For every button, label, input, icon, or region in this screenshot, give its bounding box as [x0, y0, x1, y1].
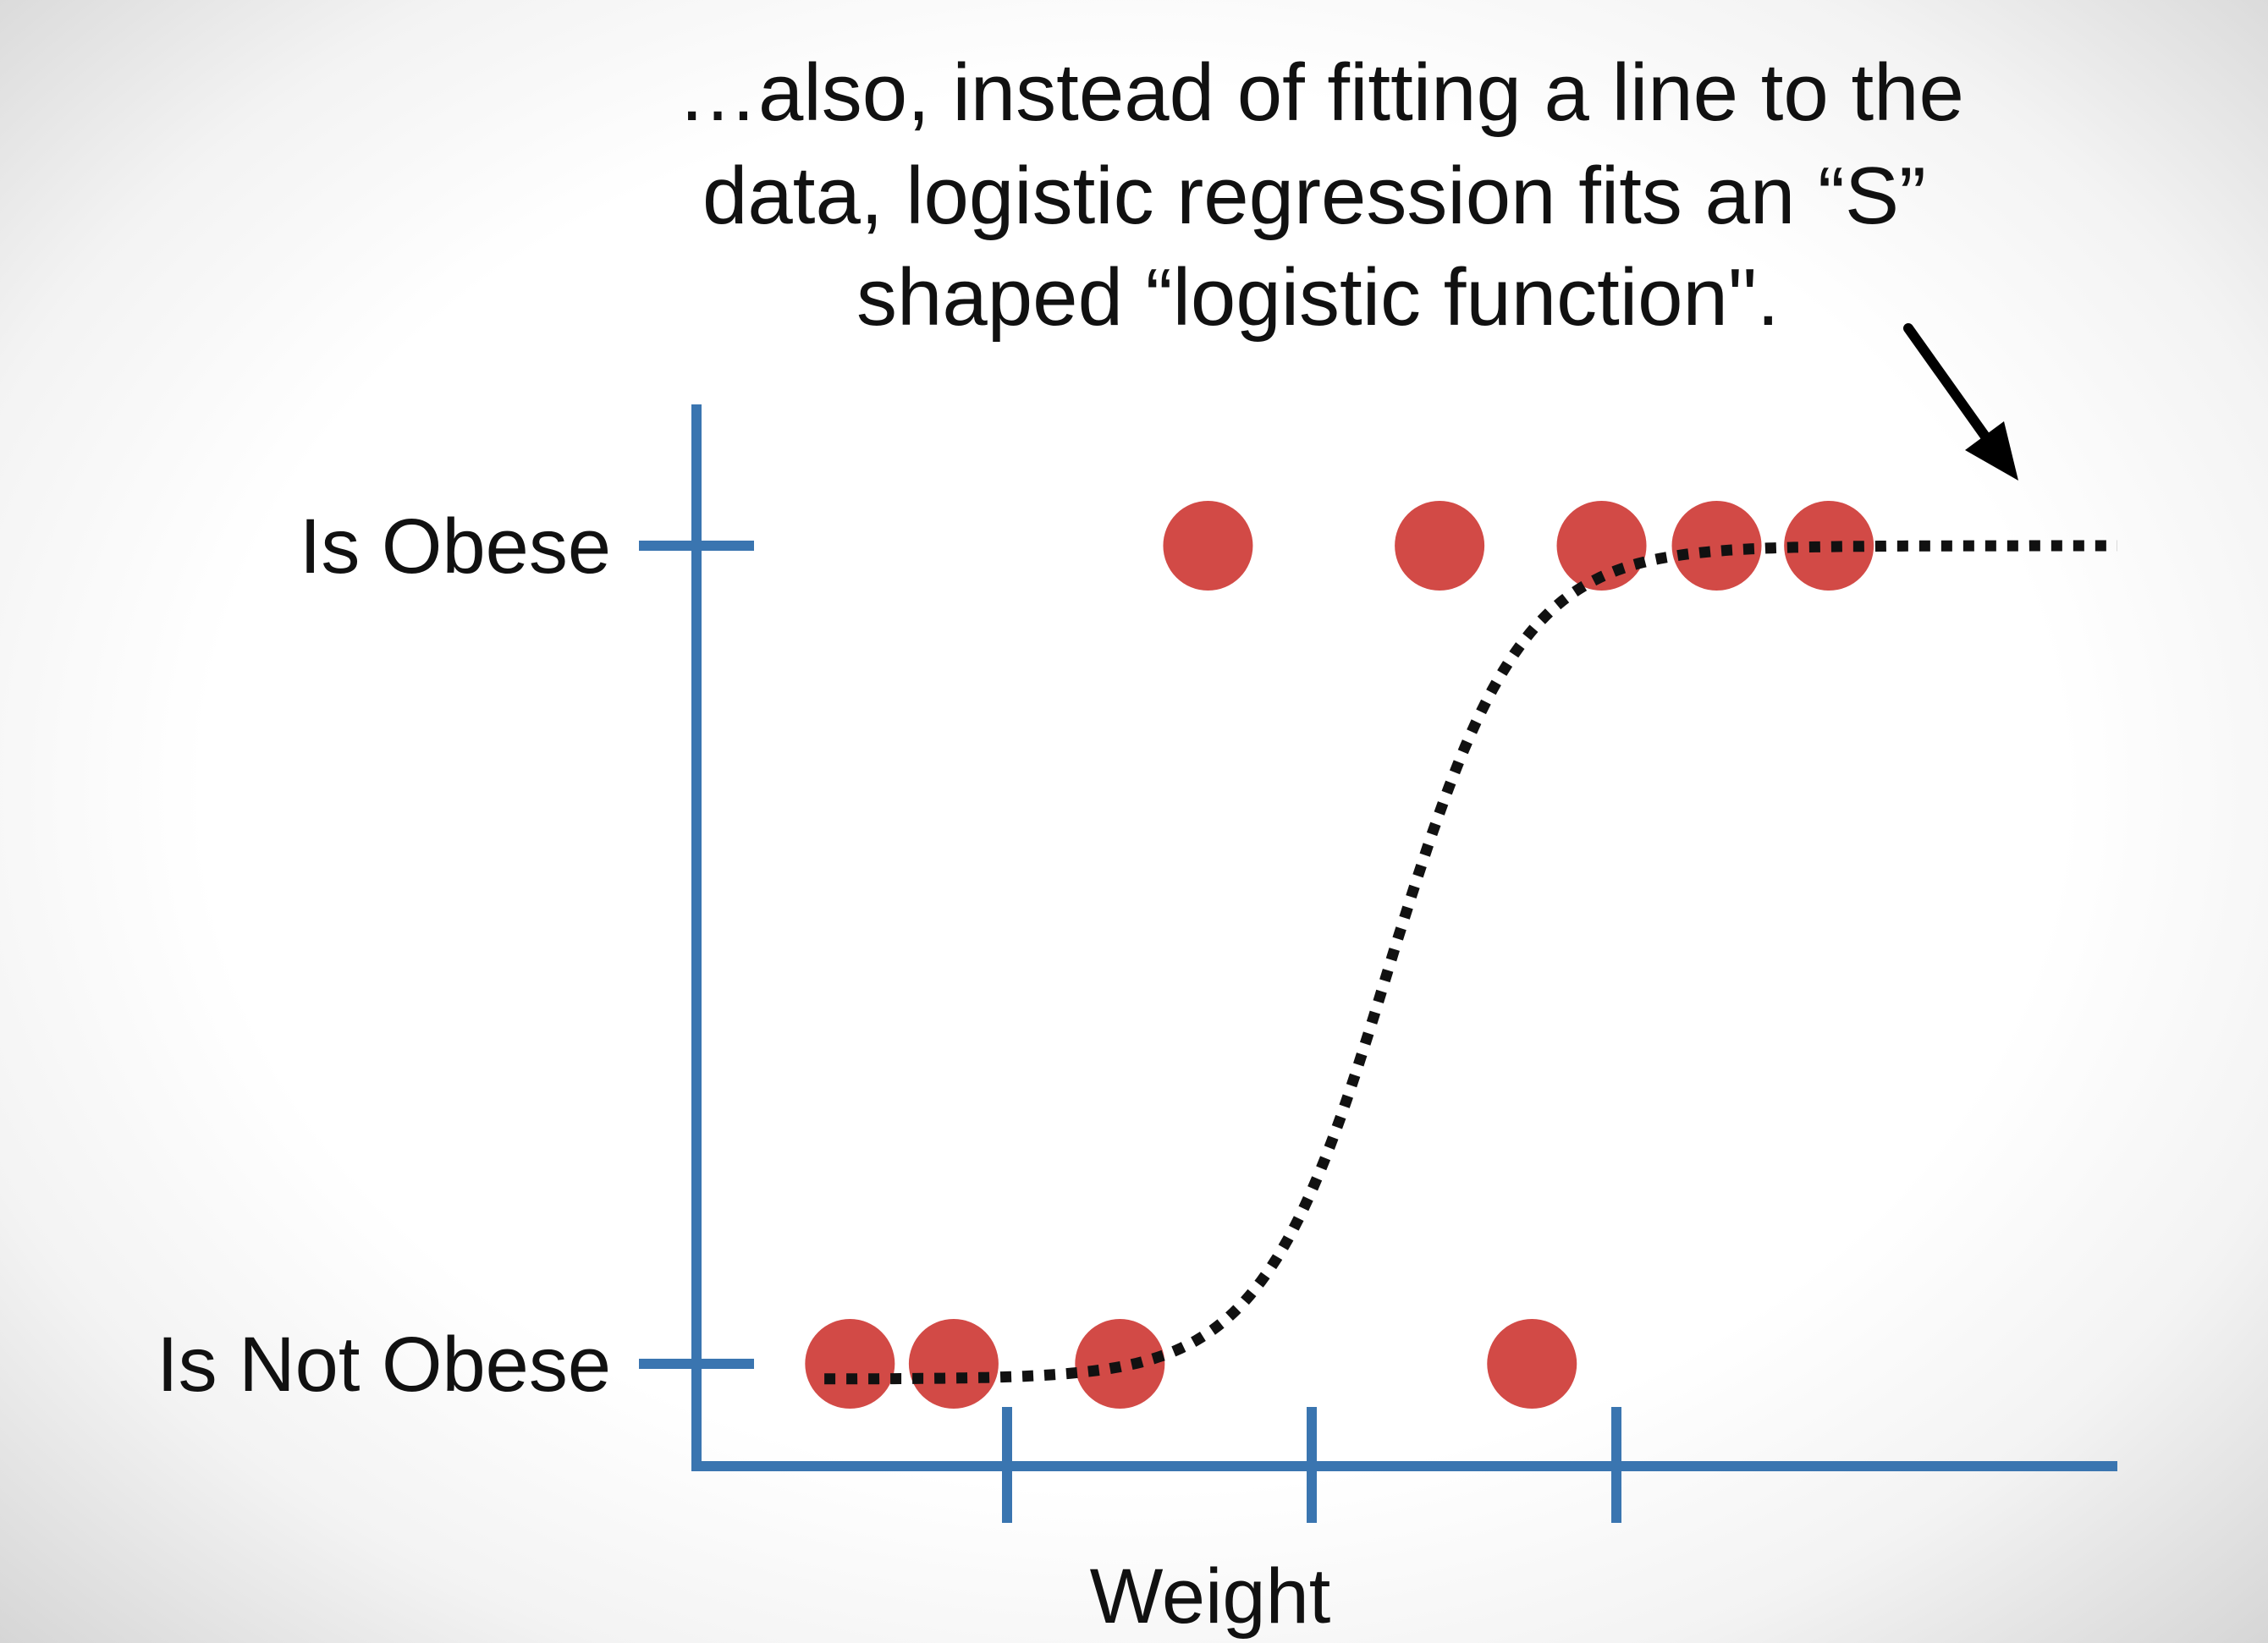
y-tick-label-0: Is Not Obese: [157, 1322, 611, 1408]
points-layer: [805, 501, 1874, 1409]
curve-layer: [824, 540, 2117, 1385]
data-point: [805, 1319, 895, 1409]
data-point: [908, 1319, 999, 1409]
data-point: [1671, 501, 1762, 591]
caption-line-1: …also, instead of fitting a line to the: [677, 47, 1964, 138]
arrow-shaft: [1903, 323, 1999, 453]
caption: …also, instead of fitting a line to the …: [0, 20, 2268, 338]
axes: [639, 404, 2117, 1523]
logistic-curve: [824, 540, 2117, 1385]
data-point: [1487, 1319, 1577, 1409]
data-point: [1395, 501, 1485, 591]
caption-line-3: shaped “logistic function".: [856, 252, 1780, 343]
labels-layer: Is Not Obese Is Obese Weight: [157, 503, 1330, 1640]
annotation-arrow: [1903, 323, 2018, 481]
x-axis-label: Weight: [1090, 1553, 1331, 1640]
arrow-head: [1965, 421, 2018, 481]
y-tick-label-1: Is Obese: [300, 503, 611, 590]
data-point: [1163, 501, 1253, 591]
caption-line-2: data, logistic regression fits an “S”: [702, 151, 1926, 241]
data-point: [1784, 501, 1874, 591]
